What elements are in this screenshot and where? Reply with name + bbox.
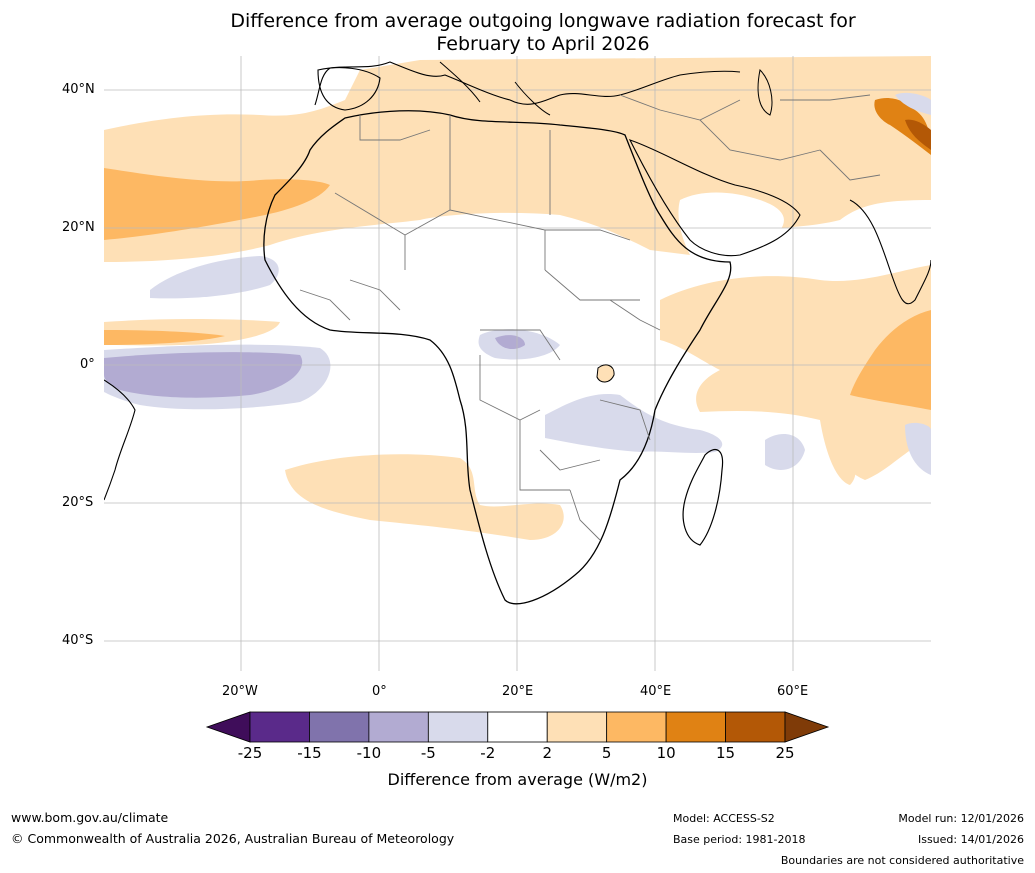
lat-label-40s: 40°S xyxy=(62,633,94,648)
madagascar-coastline xyxy=(682,448,724,546)
greece-coastline xyxy=(514,81,551,116)
positive-anomaly-strong xyxy=(104,168,330,240)
footer-disclaimer: Boundaries are not considered authoritat… xyxy=(780,854,1024,867)
europe-coastline xyxy=(314,61,741,106)
lon-label-60e: 60°E xyxy=(777,684,809,699)
map-title: Difference from average outgoing longwav… xyxy=(0,10,1035,56)
iberia-coastline xyxy=(317,67,381,111)
country-borders xyxy=(299,94,881,541)
negative-anomaly-strong xyxy=(104,352,303,398)
negative-anomaly-region xyxy=(895,92,931,115)
lon-label-40e: 40°E xyxy=(640,684,672,699)
footer-model-run: Model run: 12/01/2026 xyxy=(898,812,1024,825)
footer-base-period: Base period: 1981-2018 xyxy=(673,833,806,846)
italy-coastline xyxy=(439,61,481,103)
lon-label-20w: 20°W xyxy=(222,684,258,699)
footer-model: Model: ACCESS-S2 xyxy=(673,812,775,825)
positive-anomaly-strong xyxy=(850,310,931,410)
colorbar-tick: 5 xyxy=(601,744,612,762)
positive-anomaly-region xyxy=(104,56,931,262)
africa-coastline xyxy=(263,110,732,605)
lat-label-20s: 20°S xyxy=(62,495,94,510)
colorbar-tick: 2 xyxy=(542,744,552,762)
lat-label-eq: 0° xyxy=(80,357,95,372)
lat-label-20n: 20°N xyxy=(62,220,95,235)
footer-issued: Issued: 14/01/2026 xyxy=(917,833,1024,846)
arabia-coastline xyxy=(628,139,801,257)
footer-copyright: © Commonwealth of Australia 2026, Austra… xyxy=(11,831,455,846)
colorbar-tick: 15 xyxy=(716,744,736,762)
lon-label-0: 0° xyxy=(372,684,387,699)
colorbar-tick: -2 xyxy=(480,744,496,762)
title-line-1: Difference from average outgoing longwav… xyxy=(230,10,856,32)
footer-website[interactable]: www.bom.gov.au/climate xyxy=(11,810,169,825)
negative-anomaly-region xyxy=(765,434,805,470)
lon-label-20e: 20°E xyxy=(502,684,534,699)
colorbar-tick: -5 xyxy=(420,744,436,762)
colorbar-tick: 10 xyxy=(656,744,676,762)
positive-anomaly-region xyxy=(820,418,856,485)
positive-anomaly-strong xyxy=(905,119,931,150)
india-coastline xyxy=(849,199,931,305)
positive-anomaly-strong xyxy=(104,330,225,345)
anomaly-shading xyxy=(104,56,931,671)
colorbar-tick: 25 xyxy=(775,744,795,762)
neutral-region xyxy=(678,192,784,255)
positive-anomaly-region xyxy=(660,265,931,480)
caspian-coastline xyxy=(757,68,773,116)
positive-anomaly-region xyxy=(285,454,564,540)
lat-label-40n: 40°N xyxy=(62,82,95,97)
lake-victoria xyxy=(596,364,615,383)
colorbar-label: Difference from average (W/m2) xyxy=(387,770,648,789)
negative-anomaly-region xyxy=(150,256,279,299)
negative-anomaly-region xyxy=(905,422,931,475)
title-line-2: February to April 2026 xyxy=(436,33,650,55)
positive-anomaly-strong xyxy=(874,98,931,155)
colorbar-tick: -15 xyxy=(297,744,322,762)
colorbar-tick: -10 xyxy=(356,744,382,762)
graticule xyxy=(104,56,931,671)
south-america-coastline xyxy=(104,379,136,501)
colorbar-tick: -25 xyxy=(237,744,263,762)
negative-anomaly-strong xyxy=(495,335,525,350)
negative-anomaly-region xyxy=(545,394,723,453)
